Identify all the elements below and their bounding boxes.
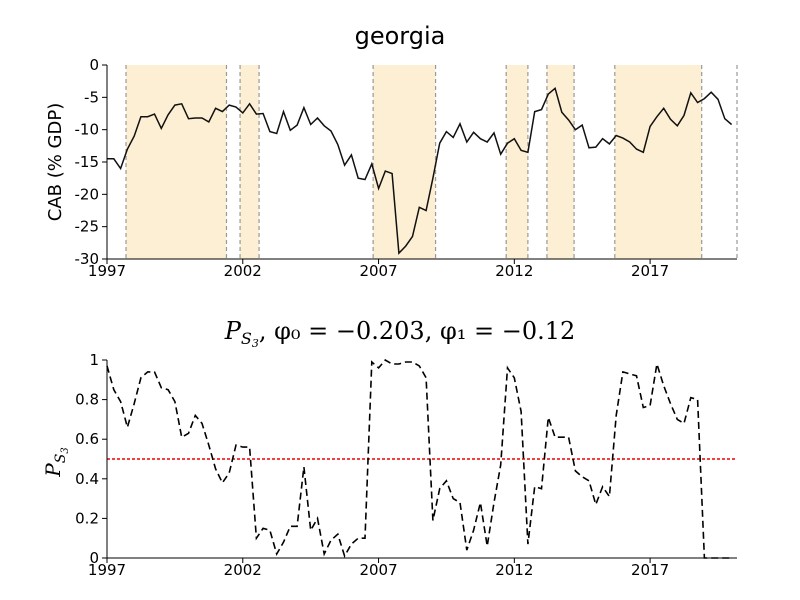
y-tick-label: -20 xyxy=(75,185,100,203)
prob-series xyxy=(106,358,732,559)
y-tick-label: 1 xyxy=(89,351,99,369)
y-tick-label: 0 xyxy=(89,549,99,567)
y-tick-label: -30 xyxy=(75,250,100,268)
x-tick-label: 2007 xyxy=(359,262,397,280)
prob-ylabel-subsub: 3 xyxy=(60,447,71,453)
x-tick-label: 2017 xyxy=(631,561,669,579)
y-tick-label: -15 xyxy=(75,153,100,171)
x-tick-label: 2002 xyxy=(224,262,262,280)
x-tick-label: 1997 xyxy=(88,262,126,280)
y-tick-label: -5 xyxy=(84,88,99,106)
prob-ylabel-sub: S xyxy=(53,454,69,464)
y-tick-label: 0 xyxy=(89,56,99,74)
shaded-region xyxy=(506,65,528,259)
x-tick-label: 2007 xyxy=(359,561,397,579)
cab-y-axis-label: CAB (% GDP) xyxy=(45,103,66,222)
y-tick-label: -10 xyxy=(75,121,100,139)
series-line xyxy=(106,358,732,559)
prob-ylabel-symbol: P xyxy=(41,463,65,478)
y-tick-label: 0.8 xyxy=(75,391,99,409)
prob-chart-title: PS3, φ₀ = −0.203, φ₁ = −0.12 xyxy=(224,317,576,350)
y-tick-label: 0.2 xyxy=(75,509,99,527)
x-tick-label: 2002 xyxy=(224,561,262,579)
shaded-region xyxy=(240,65,260,259)
cab-chart-title: georgia xyxy=(355,22,446,50)
prob-axes: 0 0.2 0.4 0.6 0.8 1 1997 2002 2007 2012 2017 xyxy=(75,351,737,579)
prob-title-subsub: 3 xyxy=(252,337,259,350)
x-tick-label: 2012 xyxy=(495,561,533,579)
prob-title-symbol: P xyxy=(224,317,242,345)
y-tick-label: -25 xyxy=(75,218,100,236)
prob-y-axis-label: PS3 xyxy=(41,447,71,477)
shaded-region xyxy=(373,65,436,259)
x-tick-label: 2012 xyxy=(495,262,533,280)
series-line xyxy=(107,86,733,255)
x-tick-label: 1997 xyxy=(88,561,126,579)
shaded-region xyxy=(126,65,227,259)
y-tick-label: 0.4 xyxy=(75,470,99,488)
shaded-region xyxy=(546,65,575,259)
cab-series xyxy=(107,86,733,255)
y-tick-label: 0.6 xyxy=(75,430,99,448)
shaded-regions xyxy=(125,65,738,259)
prob-title-rest: , φ₀ = −0.203, φ₁ = −0.12 xyxy=(259,317,575,345)
prob-title-sub: S xyxy=(241,329,252,348)
x-tick-label: 2017 xyxy=(631,262,669,280)
shaded-region xyxy=(614,65,702,259)
prob-chart: PS3, φ₀ = −0.203, φ₁ = −0.12 00.20.40.60… xyxy=(41,317,737,579)
